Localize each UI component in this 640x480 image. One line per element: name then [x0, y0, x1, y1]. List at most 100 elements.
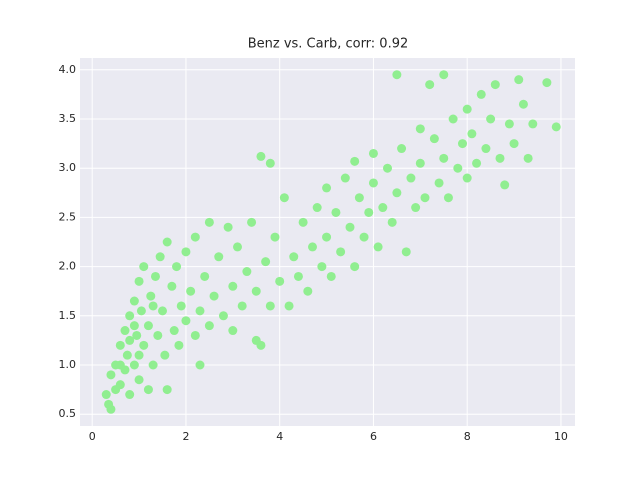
point: [500, 180, 510, 190]
point: [443, 193, 453, 203]
point: [186, 286, 196, 296]
point: [251, 286, 261, 296]
point: [162, 237, 172, 247]
point: [129, 296, 139, 306]
point: [122, 350, 132, 360]
point: [383, 163, 392, 173]
point: [336, 247, 346, 257]
x-tick-label: 8: [464, 430, 471, 443]
point: [256, 151, 266, 161]
point: [139, 262, 149, 272]
point: [439, 70, 449, 80]
point: [293, 271, 303, 281]
point: [106, 370, 116, 380]
y-tick-label: 2.5: [59, 210, 77, 223]
point: [340, 173, 350, 183]
point: [115, 340, 125, 350]
point: [150, 271, 160, 281]
point: [148, 360, 158, 370]
point: [228, 326, 238, 336]
point: [289, 252, 299, 262]
x-tick-label: 4: [276, 430, 283, 443]
point: [528, 119, 538, 129]
point: [125, 390, 135, 400]
point: [490, 80, 500, 90]
point: [368, 148, 378, 158]
x-tick-label: 6: [370, 430, 377, 443]
point: [387, 217, 397, 227]
y-tick-label: 1.5: [59, 309, 77, 322]
point: [364, 207, 374, 217]
point: [115, 360, 125, 370]
point: [354, 193, 364, 203]
point: [504, 119, 514, 129]
point: [401, 247, 411, 257]
point: [214, 252, 224, 262]
point: [172, 262, 182, 272]
point: [143, 385, 153, 395]
point: [155, 252, 165, 262]
point: [129, 360, 139, 370]
point: [158, 306, 167, 316]
point: [218, 311, 228, 321]
point: [415, 158, 425, 168]
point: [397, 144, 407, 154]
x-tick-label: 10: [554, 430, 568, 443]
y-tick-label: 4.0: [59, 63, 77, 76]
point: [223, 222, 233, 232]
point: [378, 203, 388, 213]
point: [279, 193, 289, 203]
point: [472, 158, 482, 168]
plot-area: [80, 58, 575, 426]
point: [462, 173, 472, 183]
point: [284, 301, 294, 311]
point: [322, 183, 332, 193]
point: [481, 144, 491, 154]
point: [322, 232, 332, 242]
point: [195, 360, 205, 370]
point: [359, 232, 369, 242]
point: [406, 173, 416, 183]
point: [106, 404, 116, 414]
point: [420, 193, 430, 203]
point: [181, 247, 191, 257]
y-tick-label: 1.0: [59, 358, 77, 371]
point: [368, 178, 378, 188]
point: [518, 99, 528, 109]
point: [523, 153, 533, 163]
point: [204, 321, 214, 331]
point: [303, 286, 313, 296]
point: [190, 232, 200, 242]
point: [308, 242, 317, 252]
point: [237, 301, 247, 311]
point: [458, 139, 467, 149]
point: [169, 326, 179, 336]
point: [167, 281, 177, 291]
point: [331, 207, 341, 217]
point: [125, 335, 135, 345]
point: [181, 316, 191, 326]
point: [204, 217, 214, 227]
point: [136, 306, 146, 316]
point: [429, 134, 439, 144]
point: [242, 267, 252, 277]
point: [317, 262, 327, 272]
point: [495, 153, 505, 163]
point: [160, 350, 170, 360]
point: [228, 281, 238, 291]
point: [190, 330, 200, 340]
point: [195, 306, 205, 316]
y-tick-label: 2.0: [59, 260, 77, 273]
point: [233, 242, 242, 252]
point: [509, 139, 519, 149]
point: [425, 80, 435, 90]
point: [101, 390, 111, 400]
point: [462, 104, 472, 114]
point: [439, 153, 449, 163]
point: [134, 350, 144, 360]
point: [261, 257, 271, 267]
point: [134, 375, 144, 385]
point: [298, 217, 308, 227]
point: [514, 75, 524, 85]
